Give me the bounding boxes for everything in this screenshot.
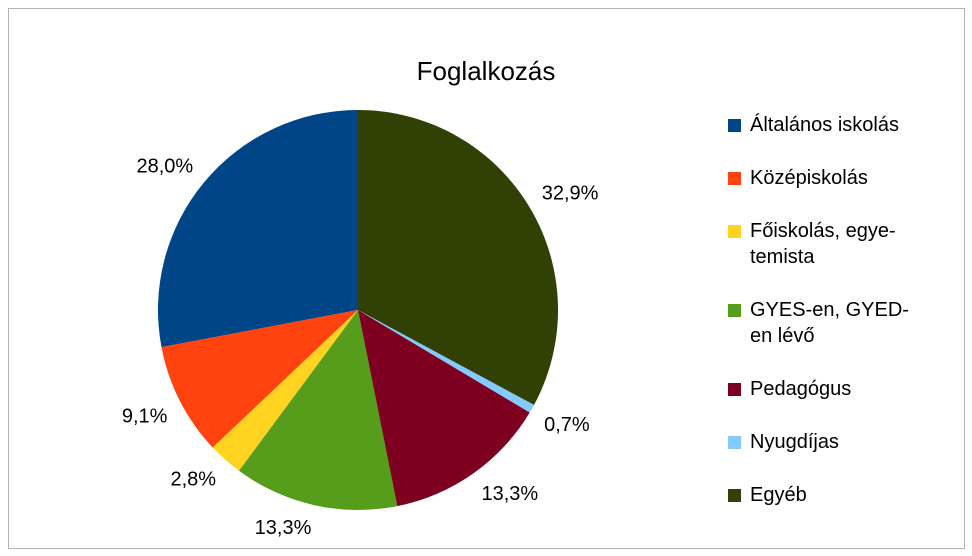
pie-slice [239,310,398,510]
chart-title: Foglalkozás [417,56,556,86]
legend-label: Nyugdíjas [750,431,839,453]
pie-slice [158,110,358,348]
legend-label: GYES-en, GYED-en lévő [750,299,909,347]
legend-swatch [728,225,741,238]
pie-slice [212,310,358,471]
legend-item: Középiskolás [728,165,920,191]
data-label: 28,0% [137,156,194,178]
data-label: 32,9% [542,183,599,205]
legend-swatch [728,304,741,317]
legend-swatch [728,172,741,185]
legend-swatch [728,119,741,132]
legend-label: Középiskolás [750,167,868,189]
legend-item: Főiskolás, egye­temista [728,218,920,270]
legend-swatch [728,489,741,502]
legend-item: Egyéb [728,482,920,508]
pie-slice [358,310,530,507]
legend-item: Általános iskolás [728,112,920,138]
pie-slice [358,310,535,413]
legend-item: Nyugdíjas [728,429,920,455]
data-label: 13,3% [255,517,312,539]
legend-label: Egyéb [750,484,807,506]
legend-label: Általános iskolás [750,114,899,136]
legend-swatch [728,436,741,449]
legend-swatch [728,383,741,396]
pie-slice [161,310,358,448]
legend-label: Főiskolás, egye­temista [750,220,896,268]
pie-slice [358,110,558,405]
data-label: 2,8% [170,468,216,490]
legend: Általános iskolás Középiskolás Főiskolás, … [728,112,958,535]
data-label: 13,3% [481,483,538,505]
data-label: 9,1% [122,406,168,428]
legend-label: Pedagógus [750,378,852,400]
legend-item: GYES-en, GYED-en lévő [728,297,920,349]
data-label: 0,7% [544,414,590,436]
legend-item: Pedagógus [728,376,920,402]
